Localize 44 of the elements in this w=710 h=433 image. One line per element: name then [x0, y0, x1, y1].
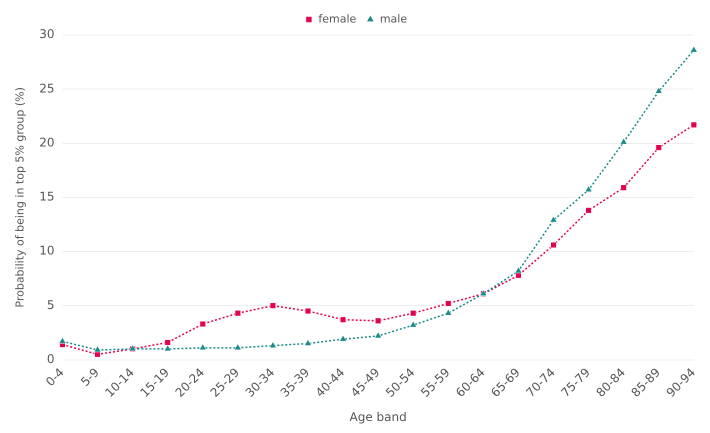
point — [514, 266, 522, 274]
y-tick-label: 10 — [39, 244, 54, 258]
legend-label: male — [380, 12, 408, 26]
point — [445, 300, 452, 307]
point — [269, 341, 277, 348]
point — [410, 310, 416, 316]
y-tick-label: 15 — [39, 190, 54, 204]
y-tick-label: 20 — [39, 135, 54, 150]
point — [199, 344, 206, 350]
point — [586, 207, 592, 214]
point — [374, 332, 382, 338]
y-tick-label: 0 — [46, 352, 54, 366]
point — [410, 320, 417, 328]
point — [164, 339, 171, 346]
x-tick-label: 0-4 — [43, 365, 67, 390]
point — [270, 302, 276, 309]
point — [340, 316, 346, 323]
point — [690, 46, 698, 52]
y-tick-label: 25 — [39, 81, 54, 96]
point — [656, 144, 662, 151]
y-tick-label: 5 — [46, 298, 54, 312]
point — [200, 320, 206, 328]
point — [620, 138, 628, 144]
point — [444, 308, 452, 316]
point — [550, 216, 558, 222]
y-axis-title: Probability of being in top 5% group (%) — [13, 87, 26, 308]
point — [94, 346, 102, 352]
point — [375, 318, 382, 324]
point — [304, 308, 312, 314]
point — [234, 310, 241, 316]
point — [690, 122, 697, 128]
point — [164, 344, 172, 352]
point — [58, 337, 66, 344]
x-tick-label: 5-9 — [78, 365, 102, 390]
legend-label: female — [318, 12, 357, 26]
point — [550, 242, 557, 248]
x-axis-title: Age band — [350, 410, 407, 424]
point — [234, 344, 242, 350]
y-tick-label: 30 — [39, 27, 54, 42]
point — [304, 339, 312, 346]
point — [655, 87, 662, 94]
point — [339, 334, 347, 342]
point — [620, 184, 627, 191]
point — [584, 186, 592, 192]
